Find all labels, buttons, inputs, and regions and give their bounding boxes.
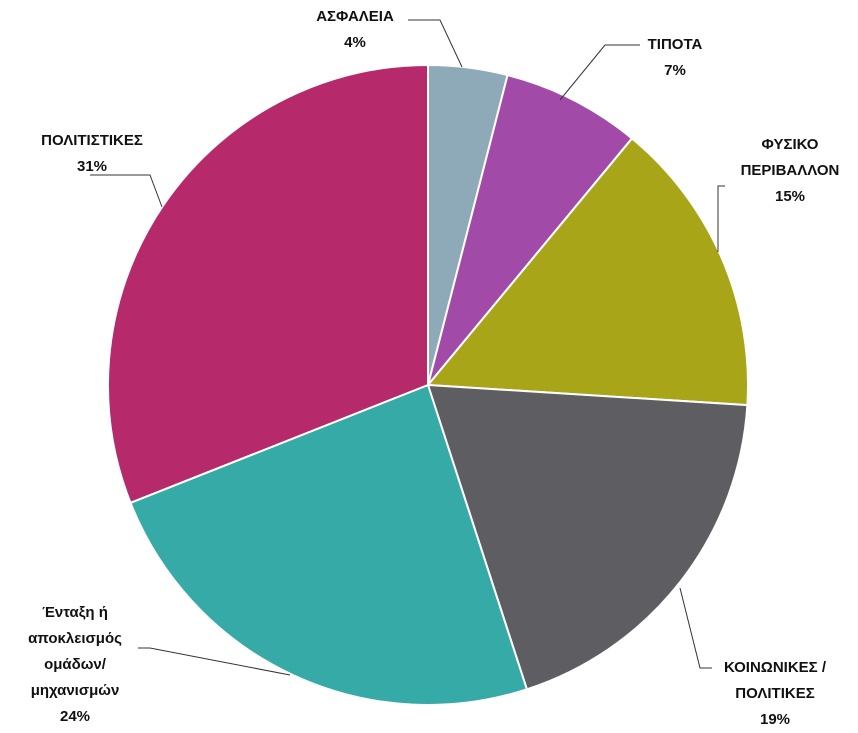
value-label: 15% [774,188,806,205]
leader-line [717,185,725,252]
slice-label: ΤΙΠΟΤΑ 7% [590,32,760,84]
slice-label: ΚΟΙΝΩΝΙΚΕΣ / ΠΟΛΙΤΙΚΕΣ 19% [690,655,858,733]
leader-line [90,174,163,208]
slice-label: ΠΟΛΙΤΙΣΤΙΚΕΣ 31% [7,128,177,180]
leader-line [559,44,640,101]
pie-slice [129,383,529,706]
pie-slice [425,137,749,407]
value-label: 19% [759,711,791,728]
slice-label: Ένταξη ή αποκλεισμός ομάδων/ μηχανισμών 2… [0,600,160,730]
pie-slice [427,73,634,386]
category-label: ΑΣΦΑΛΕΙΑ [316,8,394,25]
value-label: 7% [664,62,686,79]
pie-slice [107,63,429,505]
pie-slice [426,383,749,691]
value-label: 31% [76,158,108,175]
slice-label: ΦΥΣΙΚΟ ΠΕΡΙΒΑΛΛΟΝ 15% [705,132,858,210]
leader-line [408,19,463,68]
category-label: ΠΟΛΙΤΙΣΤΙΚΕΣ [41,132,143,149]
category-label: ΚΟΙΝΩΝΙΚΕΣ / ΠΟΛΙΤΙΚΕΣ [723,659,826,702]
leader-line [138,647,291,676]
value-label: 4% [344,34,366,51]
category-label: Ένταξη ή αποκλεισμός ομάδων/ μηχανισμών [28,604,122,699]
leader-line [679,587,712,669]
category-label: ΤΙΠΟΤΑ [647,36,703,53]
slice-label: ΑΣΦΑΛΕΙΑ 4% [270,4,440,56]
value-label: 24% [59,708,91,725]
category-label: ΦΥΣΙΚΟ ΠΕΡΙΒΑΛΛΟΝ [740,136,840,179]
